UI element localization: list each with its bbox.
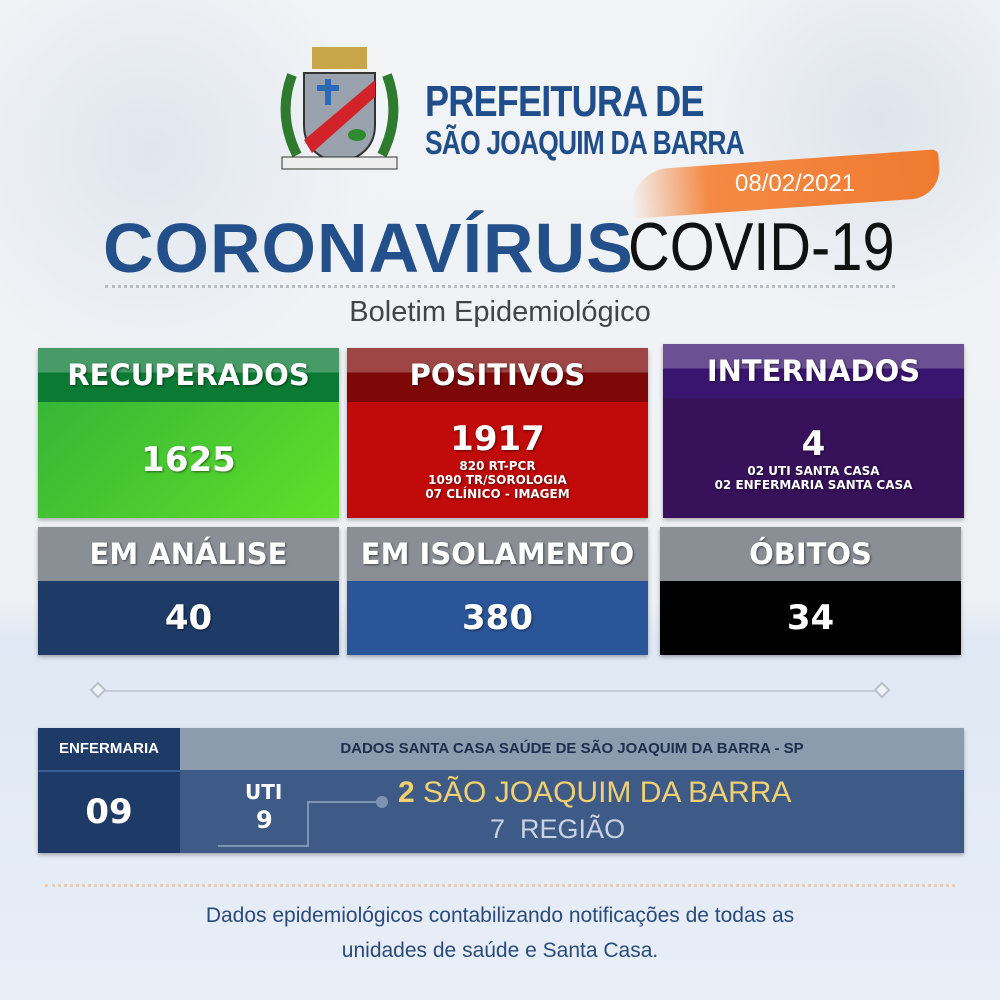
card-body: 1625 — [38, 402, 339, 518]
card-value: 1917 — [450, 419, 545, 459]
region-label: REGIÃO — [520, 814, 626, 844]
card-detail: 07 CLÍNICO - IMAGEM — [425, 487, 570, 501]
stat-card-em-isolamento: EM ISOLAMENTO 380 — [347, 527, 648, 655]
card-detail: 1090 TR/SOROLOGIA — [428, 473, 567, 487]
card-body: 1917 820 RT-PCR 1090 TR/SOROLOGIA 07 CLÍNIC… — [347, 402, 648, 518]
card-value: 4 — [801, 424, 826, 464]
card-value: 1625 — [141, 440, 236, 480]
card-value: 380 — [462, 598, 533, 638]
card-label: INTERNADOS — [663, 344, 964, 398]
bulletin-date: 08/02/2021 — [735, 170, 856, 197]
card-label: EM ISOLAMENTO — [347, 527, 648, 581]
card-detail: 02 ENFERMARIA SANTA CASA — [714, 478, 913, 492]
card-body: 4 02 UTI SANTA CASA 02 ENFERMARIA SANTA CA… — [663, 398, 964, 518]
local-uti: 2 SÃO JOAQUIM DA BARRA — [398, 776, 791, 810]
uti-value: 9 — [256, 806, 273, 834]
footer-note: Dados epidemiológicos contabilizando not… — [0, 898, 1000, 968]
footer-line1: Dados epidemiológicos contabilizando not… — [205, 904, 795, 927]
card-value: 34 — [786, 598, 835, 638]
connector-line — [218, 796, 388, 847]
region-uti: 7 REGIÃO — [490, 814, 625, 845]
org-line2: SÃO JOAQUIM DA BARRA — [425, 124, 745, 161]
uti-label: UTI — [245, 780, 283, 804]
diamond-icon — [873, 681, 891, 699]
stat-card-em-análise: EM ANÁLISE 40 — [38, 527, 339, 655]
local-label: SÃO JOAQUIM DA BARRA — [423, 776, 792, 809]
card-body: 34 — [660, 581, 961, 655]
enfermaria-value: 09 — [38, 770, 180, 853]
stat-card-internados: INTERNADOS 4 02 UTI SANTA CASA 02 ENFERMARI… — [663, 344, 964, 518]
santa-casa-body: UTI 9 2 SÃO JOAQUIM DA BARRA 7 REGIÃO — [180, 770, 964, 853]
card-detail: 02 UTI SANTA CASA — [747, 464, 880, 478]
dotted-divider — [45, 884, 955, 887]
enfermaria-label: ENFERMARIA — [59, 740, 159, 757]
card-body: 380 — [347, 581, 648, 655]
card-detail: 820 RT-PCR — [459, 459, 536, 473]
diamond-icon — [89, 681, 107, 699]
stat-card-óbitos: ÓBITOS 34 — [660, 527, 961, 655]
card-label: ÓBITOS — [660, 527, 961, 581]
footer-line2: unidades de saúde e Santa Casa. — [341, 939, 659, 962]
card-label: EM ANÁLISE — [38, 527, 339, 581]
card-label: RECUPERADOS — [38, 348, 339, 402]
enfermaria-column: ENFERMARIA 09 — [38, 728, 180, 853]
stat-card-recuperados: RECUPERADOS 1625 — [38, 348, 339, 518]
coat-of-arms-logo — [280, 47, 399, 170]
org-line1: PREFEITURA DE — [425, 77, 704, 126]
card-value: 40 — [164, 598, 213, 638]
card-body: 40 — [38, 581, 339, 655]
dotted-divider — [105, 285, 895, 288]
stat-card-positivos: POSITIVOS 1917 820 RT-PCR 1090 TR/SOROLOGIA… — [347, 348, 648, 518]
divider-line — [95, 690, 885, 692]
title-covid19: COVID-19 — [628, 209, 895, 285]
title-coronavirus: CORONAVÍRUS — [103, 209, 634, 287]
santa-casa-title: DADOS SANTA CASA SAÚDE DE SÃO JOAQUIM DA… — [180, 728, 964, 770]
subtitle: Boletim Epidemiológico — [349, 296, 651, 328]
card-label: POSITIVOS — [347, 348, 648, 402]
prefeitura-name: PREFEITURA DE SÃO JOAQUIM DA BARRA — [425, 77, 824, 161]
santa-casa-panel: ENFERMARIA 09 DADOS SANTA CASA SAÚDE DE … — [38, 728, 964, 853]
region-count: 7 — [490, 814, 506, 844]
local-count: 2 — [398, 776, 415, 809]
